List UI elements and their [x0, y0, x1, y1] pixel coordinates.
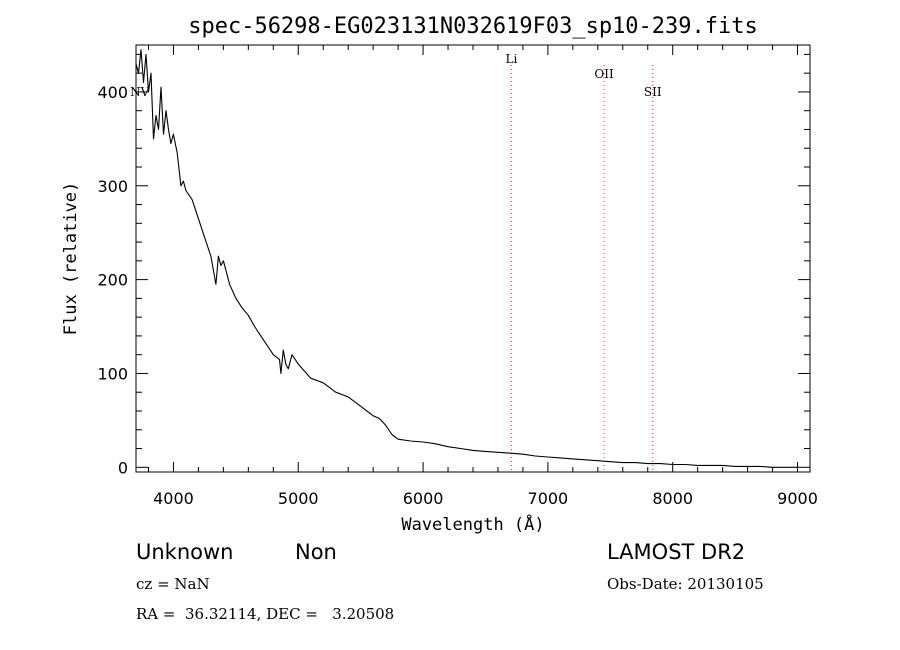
y-tick-label: 300 — [97, 177, 128, 196]
y-tick-label: 100 — [97, 364, 128, 383]
y-axis-label: Flux (relative) — [61, 182, 81, 336]
observation-date: Obs-Date: 20130105 — [607, 575, 764, 593]
y-tick-label: 0 — [118, 458, 128, 477]
object-class: Unknown — [136, 540, 234, 564]
plot-frame — [135, 44, 811, 473]
y-tick-label: 400 — [97, 83, 128, 102]
spectral-line-label: OII — [594, 67, 614, 81]
x-tick-label: 8000 — [652, 489, 693, 508]
spectral-line-label: SII — [644, 85, 662, 99]
x-tick-label: 4000 — [153, 489, 194, 508]
redshift-cz: cz = NaN — [136, 575, 210, 593]
y-tick-label: 200 — [97, 271, 128, 290]
spectrum-line — [135, 49, 798, 468]
x-axis-label: Wavelength (Å) — [401, 513, 544, 535]
spectral-line-label: Li — [506, 52, 518, 66]
x-tick-label: 6000 — [403, 489, 444, 508]
chart-title: spec-56298-EG023131N032619F03_sp10-239.f… — [188, 14, 758, 39]
spectral-line-label: NV — [130, 85, 150, 99]
sky-coordinates: RA = 36.32114, DEC = 3.20508 — [136, 605, 395, 623]
x-tick-label: 5000 — [278, 489, 319, 508]
survey-name: LAMOST DR2 — [607, 540, 746, 564]
object-subclass: Non — [295, 540, 337, 564]
x-tick-label: 7000 — [528, 489, 569, 508]
x-tick-label: 9000 — [777, 489, 818, 508]
